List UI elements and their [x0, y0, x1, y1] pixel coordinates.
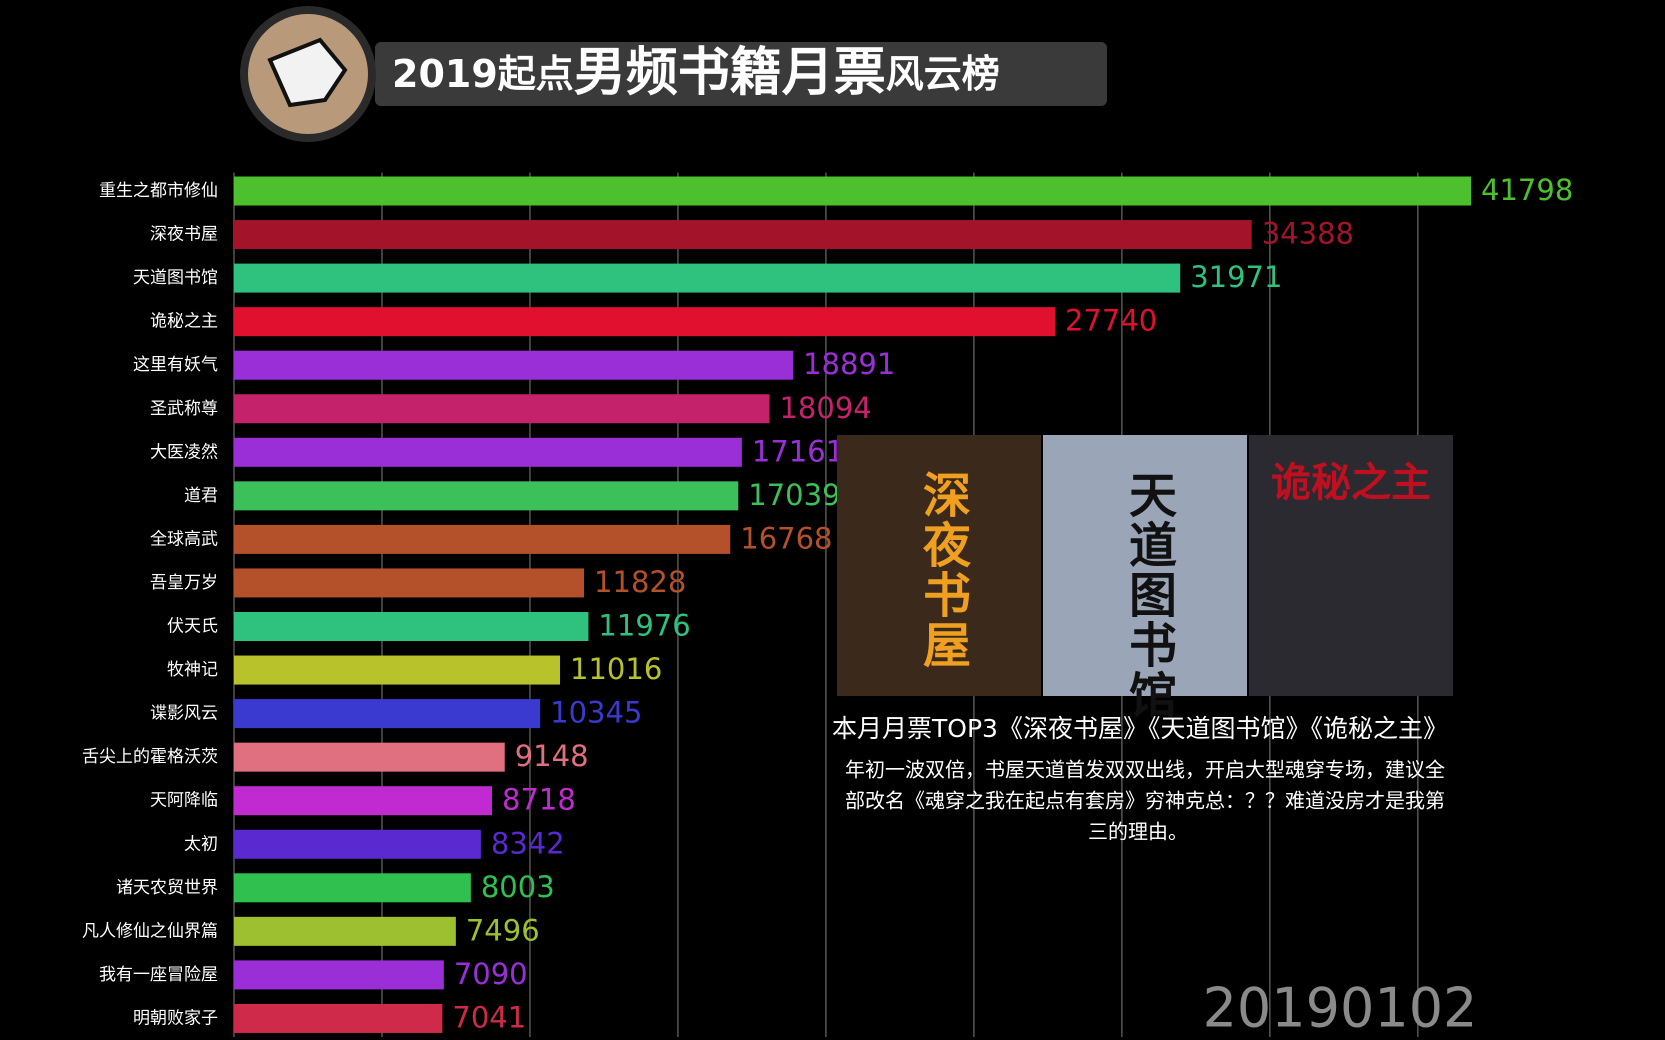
value-label: 11016 [570, 652, 662, 686]
book-cover [1043, 435, 1247, 696]
category-label: 这里有妖气 [133, 355, 218, 375]
category-label: 明朝败家子 [133, 1008, 218, 1028]
bar [234, 873, 471, 903]
bar [234, 742, 505, 772]
bar [234, 524, 731, 554]
category-label: 深夜书屋 [150, 225, 218, 245]
value-label: 8718 [502, 783, 576, 817]
bar [234, 350, 794, 380]
bar [234, 394, 770, 424]
bar [234, 960, 444, 990]
category-label: 大医凌然 [150, 442, 218, 462]
title-part: 2019起点 [392, 52, 574, 96]
bar [234, 1003, 443, 1033]
bar [234, 263, 1181, 293]
logo-face [267, 37, 348, 108]
category-label: 谍影风云 [150, 704, 218, 724]
value-label: 9148 [515, 739, 589, 773]
value-label: 31971 [1190, 260, 1282, 294]
value-label: 7496 [466, 913, 540, 947]
book-cover [1249, 435, 1453, 696]
value-label: 11828 [594, 565, 686, 599]
value-label: 8342 [491, 826, 565, 860]
value-label: 7090 [454, 957, 528, 991]
bar [234, 437, 742, 467]
category-label: 我有一座冒险屋 [99, 965, 218, 985]
bar [234, 220, 1252, 250]
value-label: 17039 [748, 478, 840, 512]
note-line: 部改名《魂穿之我在起点有套房》穷神克总：？？难道没房才是我第 [845, 789, 1445, 813]
value-label: 41798 [1481, 173, 1573, 207]
category-label: 诡秘之主 [150, 312, 218, 332]
category-label: 全球高武 [150, 529, 218, 549]
title-part: 风云榜 [886, 52, 1000, 96]
category-label: 天阿降临 [150, 791, 218, 811]
category-label: 吾皇万岁 [150, 573, 218, 593]
category-label: 太初 [184, 834, 218, 854]
category-label: 伏天氏 [167, 617, 218, 637]
value-label: 8003 [481, 870, 555, 904]
value-label: 27740 [1065, 304, 1157, 338]
category-label: 舌尖上的霍格沃茨 [82, 747, 218, 767]
book-cover [837, 435, 1041, 696]
value-label: 10345 [550, 696, 642, 730]
value-label: 7041 [452, 1000, 526, 1034]
bar [234, 655, 561, 685]
bar [234, 829, 481, 859]
date-label: 20190102 [1203, 977, 1478, 1040]
chart-title: 2019起点男频书籍月票风云榜 [392, 43, 1000, 103]
category-label: 道君 [184, 486, 218, 506]
note-line: 年初一波双倍，书屋天道首发双双出线，开启大型魂穿专场，建议全 [845, 758, 1445, 782]
value-label: 17161 [752, 434, 844, 468]
value-label: 34388 [1262, 217, 1354, 251]
bar [234, 481, 739, 511]
cover-title: 诡秘之主 [1271, 460, 1431, 506]
annotation: 本月月票TOP3《深夜书屋》《天道图书馆》《诡秘之主》 [832, 714, 1448, 743]
category-label: 凡人修仙之仙界篇 [82, 921, 218, 941]
title-part: 男频书籍月票 [574, 43, 886, 103]
bar [234, 612, 589, 641]
cover-title: 天道图书馆 [1120, 470, 1177, 720]
bar [234, 176, 1472, 206]
category-label: 牧神记 [167, 660, 218, 680]
category-label: 天道图书馆 [133, 268, 218, 288]
value-label: 18094 [779, 391, 871, 425]
bar [234, 786, 493, 816]
title-background [375, 42, 1107, 106]
bar [234, 568, 585, 598]
category-label: 圣武称尊 [150, 399, 218, 419]
cover-title: 深夜书屋 [914, 470, 972, 670]
value-label: 11976 [598, 609, 690, 643]
bar [234, 307, 1055, 337]
category-label: 重生之都市修仙 [99, 181, 218, 201]
value-label: 18891 [803, 347, 895, 381]
bar [234, 699, 541, 729]
bar [234, 916, 456, 946]
value-label: 16768 [740, 521, 832, 555]
note-line: 三的理由。 [1088, 820, 1188, 844]
category-label: 诸天农贸世界 [116, 878, 218, 898]
